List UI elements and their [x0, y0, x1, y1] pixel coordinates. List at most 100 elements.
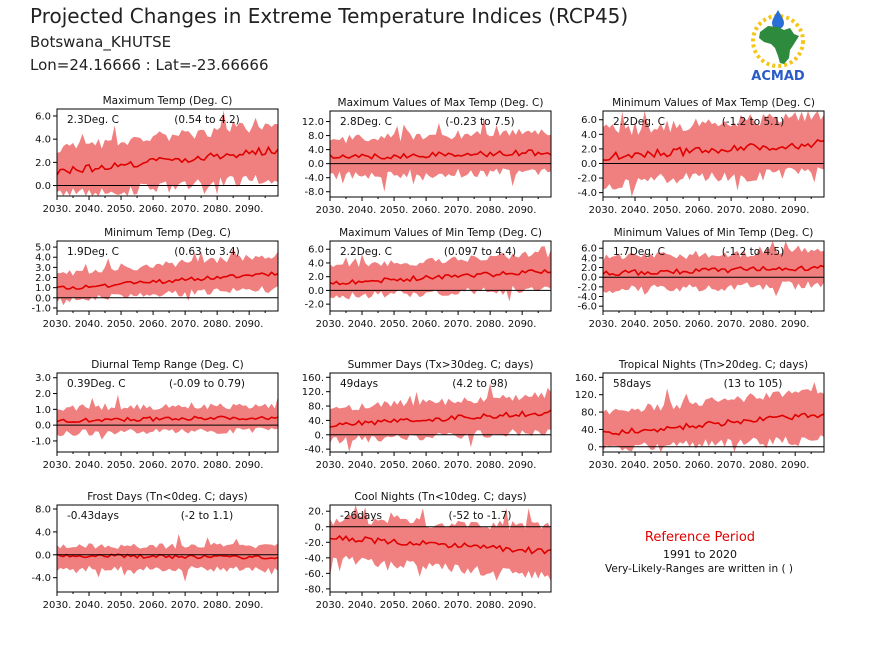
likely-range-label: (0.097 to 4.4): [444, 246, 516, 258]
projected-change-label: 49days: [340, 378, 378, 390]
y-tick-label: 80.: [581, 408, 597, 419]
y-tick-label: 8.0: [35, 505, 51, 516]
x-tick-label: 2060.: [685, 205, 714, 216]
y-tick-label: 2.0: [35, 158, 51, 169]
y-tick-label: 0.: [314, 430, 324, 441]
likely-range-label: (-52 to -1.7): [448, 510, 511, 522]
x-tick-label: 2070.: [171, 600, 200, 611]
panel-title: Maximum Temp (Deg. C): [103, 95, 233, 107]
x-tick-label: 2070.: [444, 460, 473, 471]
ensemble-mean-line: [329, 149, 552, 160]
panel-title: Minimum Values of Min Temp (Deg. C): [614, 227, 814, 239]
x-tick-label: 2080.: [476, 205, 505, 216]
x-tick-label: 2070.: [171, 204, 200, 215]
x-tick-label: 2070.: [444, 205, 473, 216]
y-tick-label: 0.: [314, 522, 324, 533]
raindrop-icon: [772, 10, 784, 29]
x-tick-label: 2040.: [75, 204, 104, 215]
x-tick-label: 2090.: [508, 460, 537, 471]
x-tick-label: 2080.: [203, 600, 232, 611]
likely-range-label: (-1.2 to 5.1): [722, 116, 785, 128]
x-tick-label: 2050.: [653, 319, 682, 330]
y-tick-label: 2.0: [308, 272, 324, 283]
reference-note: Very-Likely-Ranges are written in ( ): [605, 563, 793, 575]
y-tick-label: -2.0: [304, 300, 324, 311]
chart-panel: 20. 0. -20. -40. -60. -80. 2030. 2040. 2050. 2060…: [304, 491, 552, 611]
x-tick-label: 2060.: [139, 319, 168, 330]
x-tick-label: 2040.: [348, 460, 377, 471]
likely-range-band: [57, 248, 278, 306]
y-tick-label: 2.0: [581, 263, 597, 274]
panel-title: Cool Nights (Tn<10deg. C; days): [354, 491, 526, 503]
y-tick-label: 0.0: [35, 550, 51, 561]
x-tick-label: 2030.: [316, 319, 345, 330]
panel-title: Minimum Temp (Deg. C): [104, 227, 231, 239]
x-tick-label: 2030.: [316, 205, 345, 216]
y-tick-label: 0.: [587, 442, 597, 453]
reference-period-title: Reference Period: [644, 530, 756, 545]
x-tick-label: 2070.: [444, 319, 473, 330]
x-tick-label: 2040.: [621, 205, 650, 216]
y-tick-label: 0.0: [581, 159, 597, 170]
x-tick-label: 2030.: [589, 460, 618, 471]
y-tick-label: 4.0: [581, 253, 597, 264]
x-tick-label: 2070.: [171, 460, 200, 471]
x-tick-label: 2090.: [781, 460, 810, 471]
y-tick-label: 6.0: [35, 111, 51, 122]
africa-map-icon: [759, 26, 799, 64]
likely-range-label: (0.63 to 3.4): [174, 246, 240, 258]
y-tick-label: 4.0: [35, 527, 51, 538]
panel-title: Tropical Nights (Tn>20deg. C; days): [618, 359, 808, 371]
y-tick-label: -20.: [304, 538, 324, 549]
y-tick-label: 0.0: [35, 293, 51, 304]
x-tick-label: 2090.: [781, 319, 810, 330]
x-tick-label: 2050.: [107, 319, 136, 330]
chart-panel: 6.0 4.0 2.0 0.0 -2.0 2030. 2040. 2050. 2060. 2070…: [304, 227, 552, 330]
x-tick-label: 2050.: [107, 600, 136, 611]
x-tick-label: 2060.: [139, 460, 168, 471]
x-tick-label: 2050.: [380, 319, 409, 330]
y-tick-label: -6.0: [577, 302, 597, 313]
y-tick-label: -1.0: [31, 303, 51, 314]
logo-text: ACMAD: [751, 69, 805, 84]
chart-panel: 6.0 4.0 2.0 0.0 2030. 2040. 2050. 2060. 2070. 208…: [35, 95, 279, 215]
likely-range-label: (-1.2 to 4.5): [722, 246, 785, 258]
y-tick-label: 160.: [302, 373, 324, 384]
x-tick-label: 2070.: [444, 600, 473, 611]
y-tick-label: 0.0: [308, 286, 324, 297]
y-tick-label: 4.0: [35, 253, 51, 264]
ensemble-mean-line: [56, 415, 279, 424]
projected-change-label: 58days: [613, 378, 651, 390]
x-tick-label: 2080.: [476, 319, 505, 330]
x-tick-label: 2080.: [749, 460, 778, 471]
x-tick-label: 2060.: [685, 460, 714, 471]
panel-title: Maximum Values of Min Temp (Deg. C): [339, 227, 542, 239]
ensemble-mean-line: [329, 409, 552, 428]
x-tick-label: 2080.: [749, 319, 778, 330]
y-tick-label: 0.0: [35, 421, 51, 432]
plot-frame: [329, 240, 552, 312]
plot-frame: [329, 372, 552, 453]
ensemble-mean-line: [602, 138, 825, 162]
panel-title: Diurnal Temp Range (Deg. C): [91, 359, 243, 371]
plot-frame: [329, 504, 552, 593]
panel-title: Maximum Values of Max Temp (Deg. C): [338, 97, 544, 109]
y-tick-label: 6.0: [581, 244, 597, 255]
x-tick-label: 2080.: [203, 204, 232, 215]
x-tick-label: 2090.: [235, 600, 264, 611]
x-tick-label: 2050.: [653, 460, 682, 471]
y-tick-label: -2.0: [577, 174, 597, 185]
sun-icon: [751, 14, 805, 68]
y-tick-label: -40.: [304, 445, 324, 456]
x-tick-label: 2060.: [685, 319, 714, 330]
likely-range-band: [603, 382, 824, 452]
x-tick-label: 2090.: [235, 319, 264, 330]
y-tick-label: 80.: [308, 402, 324, 413]
y-tick-label: 2.0: [581, 144, 597, 155]
x-tick-label: 2070.: [717, 319, 746, 330]
x-tick-label: 2080.: [749, 205, 778, 216]
region-label: Botswana_KHUTSE: [30, 33, 172, 51]
x-tick-label: 2040.: [75, 460, 104, 471]
